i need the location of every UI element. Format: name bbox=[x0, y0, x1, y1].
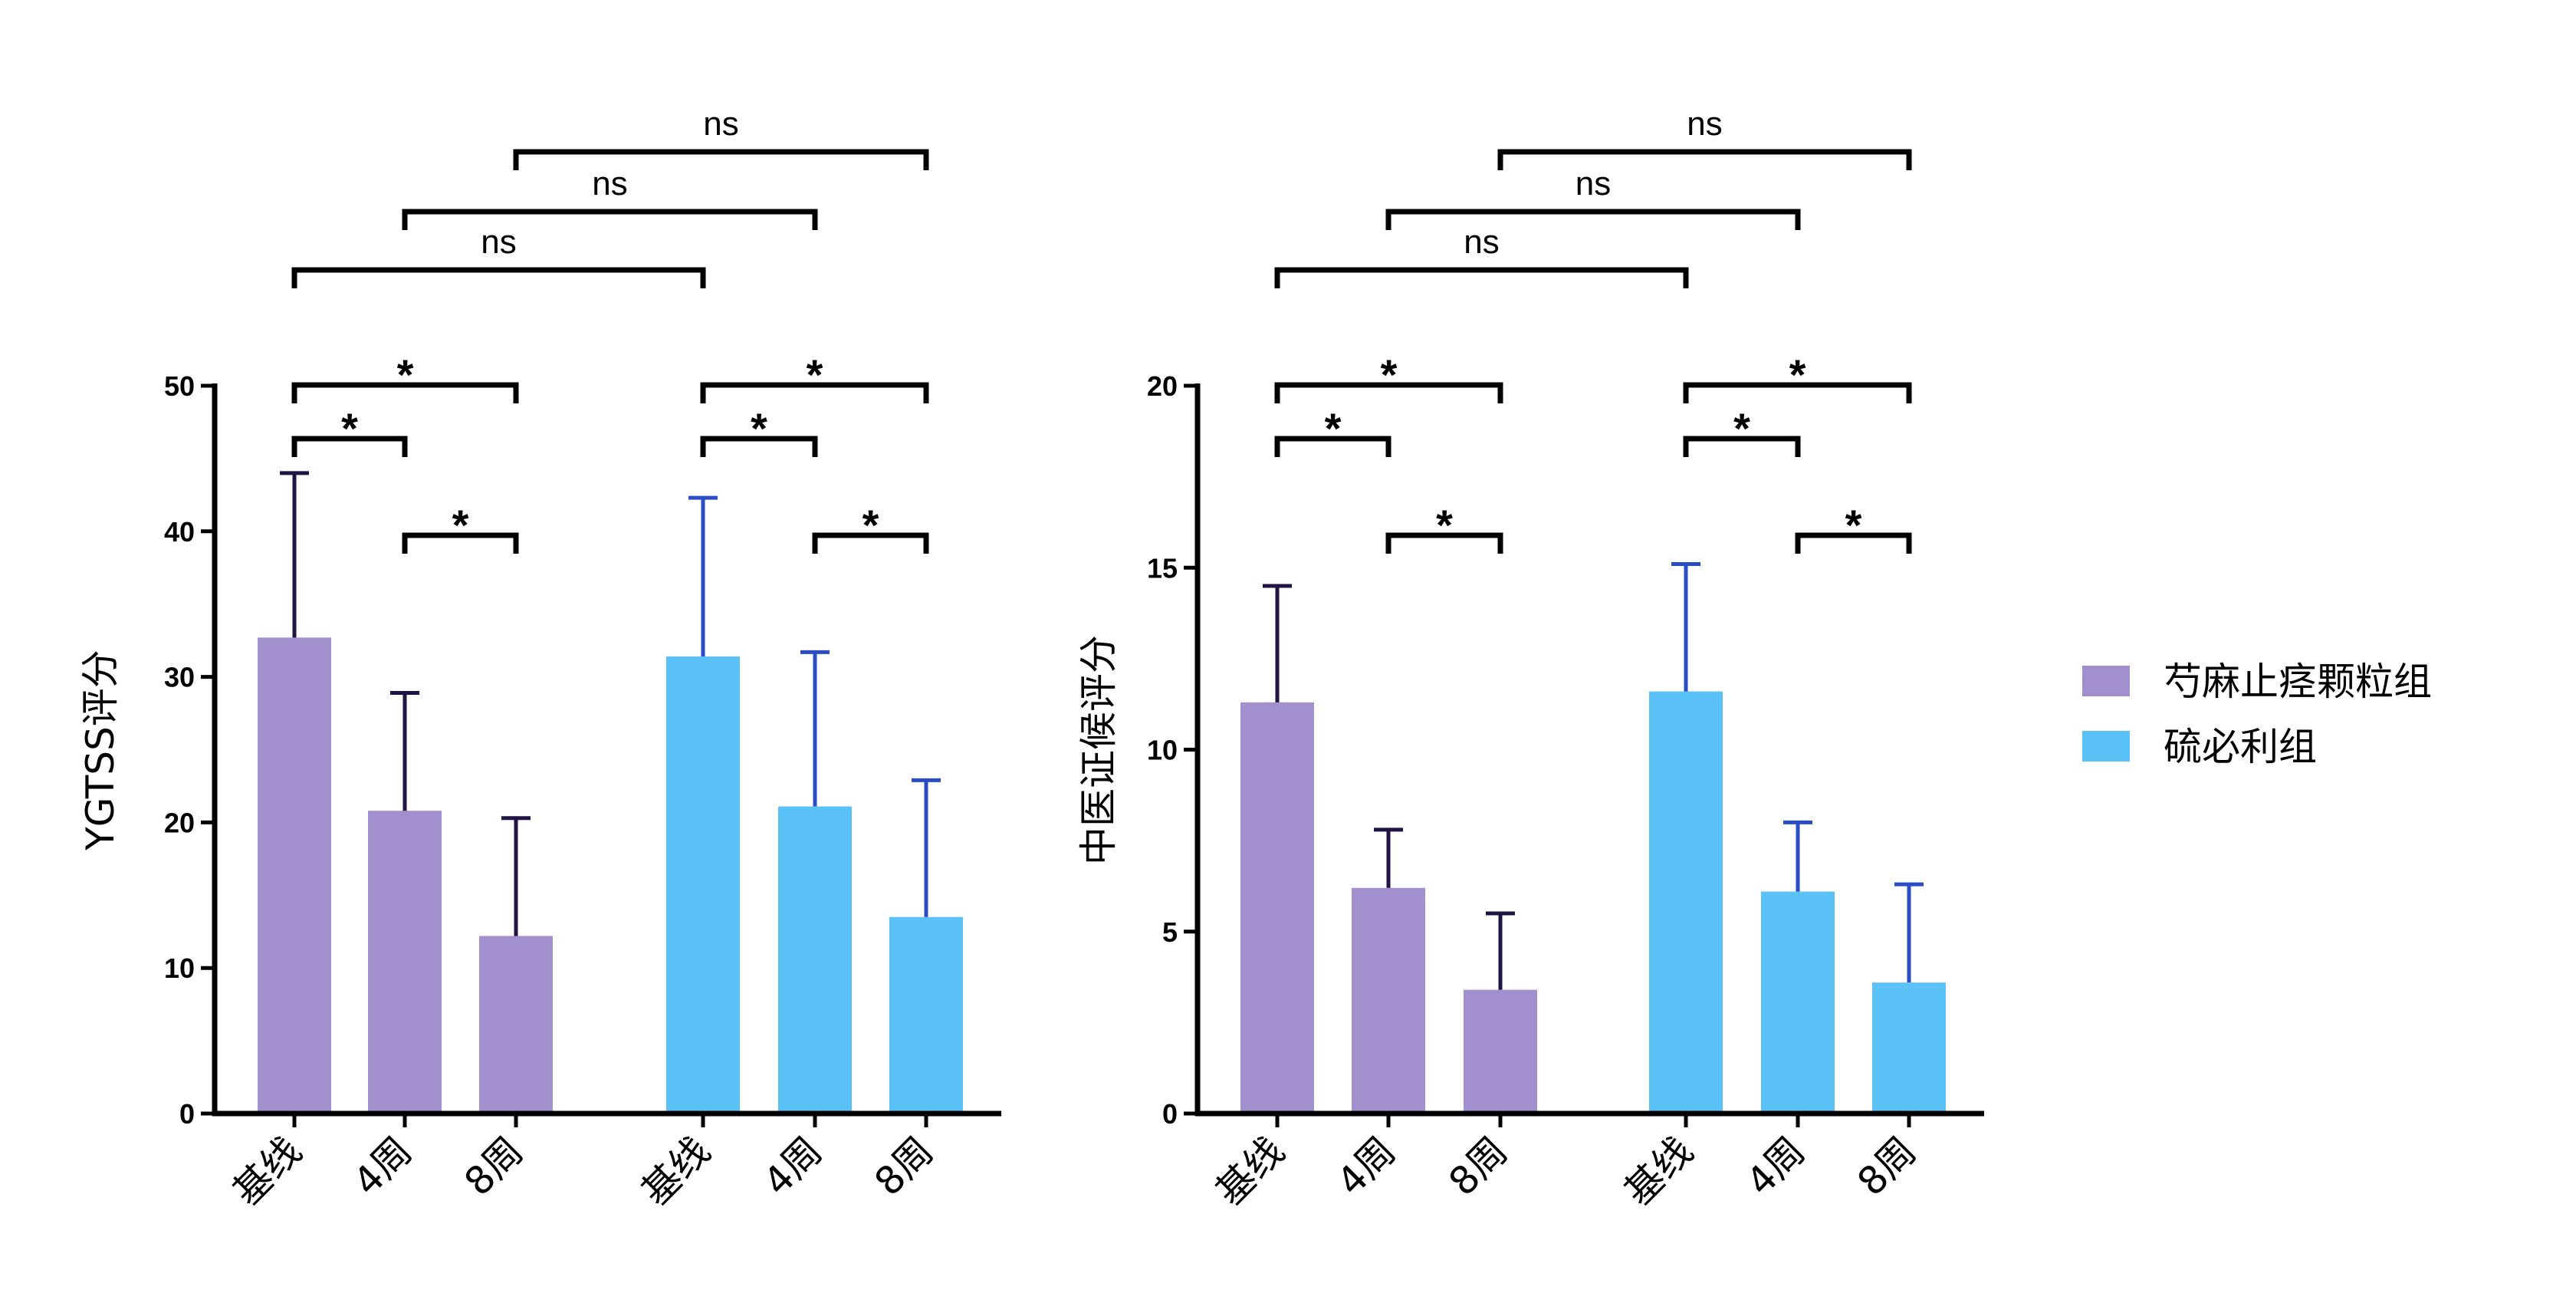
ns-label: ns bbox=[703, 105, 738, 143]
significance-bracket bbox=[402, 532, 519, 554]
y-tick-label: 20 bbox=[164, 807, 195, 838]
significance-bracket bbox=[1385, 532, 1503, 554]
ns-label: ns bbox=[481, 223, 516, 261]
x-category-label: 8周 bbox=[1441, 1128, 1516, 1204]
significance-star: * bbox=[341, 404, 358, 452]
x-category-label: 4周 bbox=[1329, 1128, 1405, 1204]
y-tick-label: 0 bbox=[1162, 1098, 1178, 1130]
significance-star: * bbox=[397, 350, 414, 399]
x-category-label: 4周 bbox=[755, 1128, 831, 1204]
significance-bracket bbox=[1683, 436, 1801, 457]
significance-star: * bbox=[1325, 404, 1342, 452]
bar-group-a-0 bbox=[1240, 702, 1314, 1114]
y-tick-label: 15 bbox=[1147, 552, 1178, 584]
significance-star: * bbox=[1381, 350, 1398, 399]
significance-bracket bbox=[1274, 436, 1392, 457]
significance-bracket bbox=[700, 382, 929, 403]
ns-label: ns bbox=[1464, 223, 1499, 261]
ns-bracket bbox=[513, 149, 929, 170]
legend-label-shaomazhijing: 芍麻止痉颗粒组 bbox=[2164, 660, 2432, 704]
legend-swatch-shaomazhijing bbox=[2082, 666, 2130, 696]
x-category-label: 4周 bbox=[345, 1128, 421, 1204]
significance-star: * bbox=[452, 501, 469, 549]
legend-label-tiapride: 硫必利组 bbox=[2164, 725, 2317, 769]
ns-bracket bbox=[1274, 267, 1689, 288]
x-category-label: 8周 bbox=[866, 1128, 942, 1204]
x-category-label: 4周 bbox=[1738, 1128, 1814, 1204]
ns-bracket bbox=[291, 267, 706, 288]
bar-group-a-0 bbox=[258, 637, 331, 1114]
y-tick-label: 10 bbox=[164, 952, 195, 984]
ns-bracket bbox=[1385, 209, 1801, 230]
y-tick-label: 40 bbox=[164, 516, 195, 548]
x-category-label: 基线 bbox=[1616, 1128, 1702, 1214]
legend-swatch-tiapride bbox=[2082, 731, 2130, 762]
bar-group-b-0 bbox=[666, 656, 740, 1114]
significance-bracket bbox=[291, 382, 519, 403]
bar-group-a-1 bbox=[368, 811, 442, 1114]
significance-star: * bbox=[751, 404, 767, 452]
bar-group-a-2 bbox=[1464, 989, 1537, 1114]
bar-group-b-0 bbox=[1649, 691, 1723, 1114]
bar-group-a-2 bbox=[479, 936, 553, 1114]
x-category-label: 8周 bbox=[1849, 1128, 1925, 1204]
y-axis-title: YGTSS评分 bbox=[78, 650, 123, 851]
significance-star: * bbox=[807, 350, 823, 399]
significance-bracket bbox=[291, 436, 408, 457]
x-category-label: 8周 bbox=[456, 1128, 532, 1204]
ns-bracket bbox=[1497, 149, 1912, 170]
bar-group-b-1 bbox=[1761, 891, 1835, 1114]
bar-group-a-1 bbox=[1352, 887, 1425, 1114]
bar-group-b-2 bbox=[1872, 982, 1946, 1114]
significance-bracket bbox=[1683, 382, 1912, 403]
ns-label: ns bbox=[1687, 105, 1722, 143]
x-category-label: 基线 bbox=[1208, 1128, 1293, 1214]
y-tick-label: 50 bbox=[164, 370, 195, 402]
significance-star: * bbox=[1845, 501, 1862, 549]
y-axis-title: 中医证候评分 bbox=[1076, 635, 1121, 865]
significance-bracket bbox=[700, 436, 818, 457]
significance-bracket bbox=[1274, 382, 1503, 403]
y-tick-label: 0 bbox=[179, 1098, 195, 1130]
y-tick-label: 5 bbox=[1162, 916, 1178, 948]
x-category-label: 基线 bbox=[225, 1128, 310, 1214]
y-tick-label: 30 bbox=[164, 662, 195, 693]
significance-star: * bbox=[1733, 404, 1750, 452]
legend: 芍麻止痉颗粒组 硫必利组 bbox=[2082, 660, 2432, 769]
ns-bracket bbox=[402, 209, 818, 230]
y-tick-label: 20 bbox=[1147, 370, 1178, 402]
significance-star: * bbox=[1789, 350, 1806, 399]
x-category-label: 基线 bbox=[633, 1128, 719, 1214]
significance-bracket bbox=[1795, 532, 1912, 554]
ns-label: ns bbox=[592, 165, 627, 202]
bar-group-b-2 bbox=[889, 916, 963, 1114]
ns-label: ns bbox=[1576, 165, 1611, 202]
significance-star: * bbox=[863, 501, 879, 549]
significance-star: * bbox=[1436, 501, 1453, 549]
y-tick-label: 10 bbox=[1147, 735, 1178, 766]
bar-group-b-1 bbox=[778, 806, 852, 1114]
significance-bracket bbox=[812, 532, 929, 554]
